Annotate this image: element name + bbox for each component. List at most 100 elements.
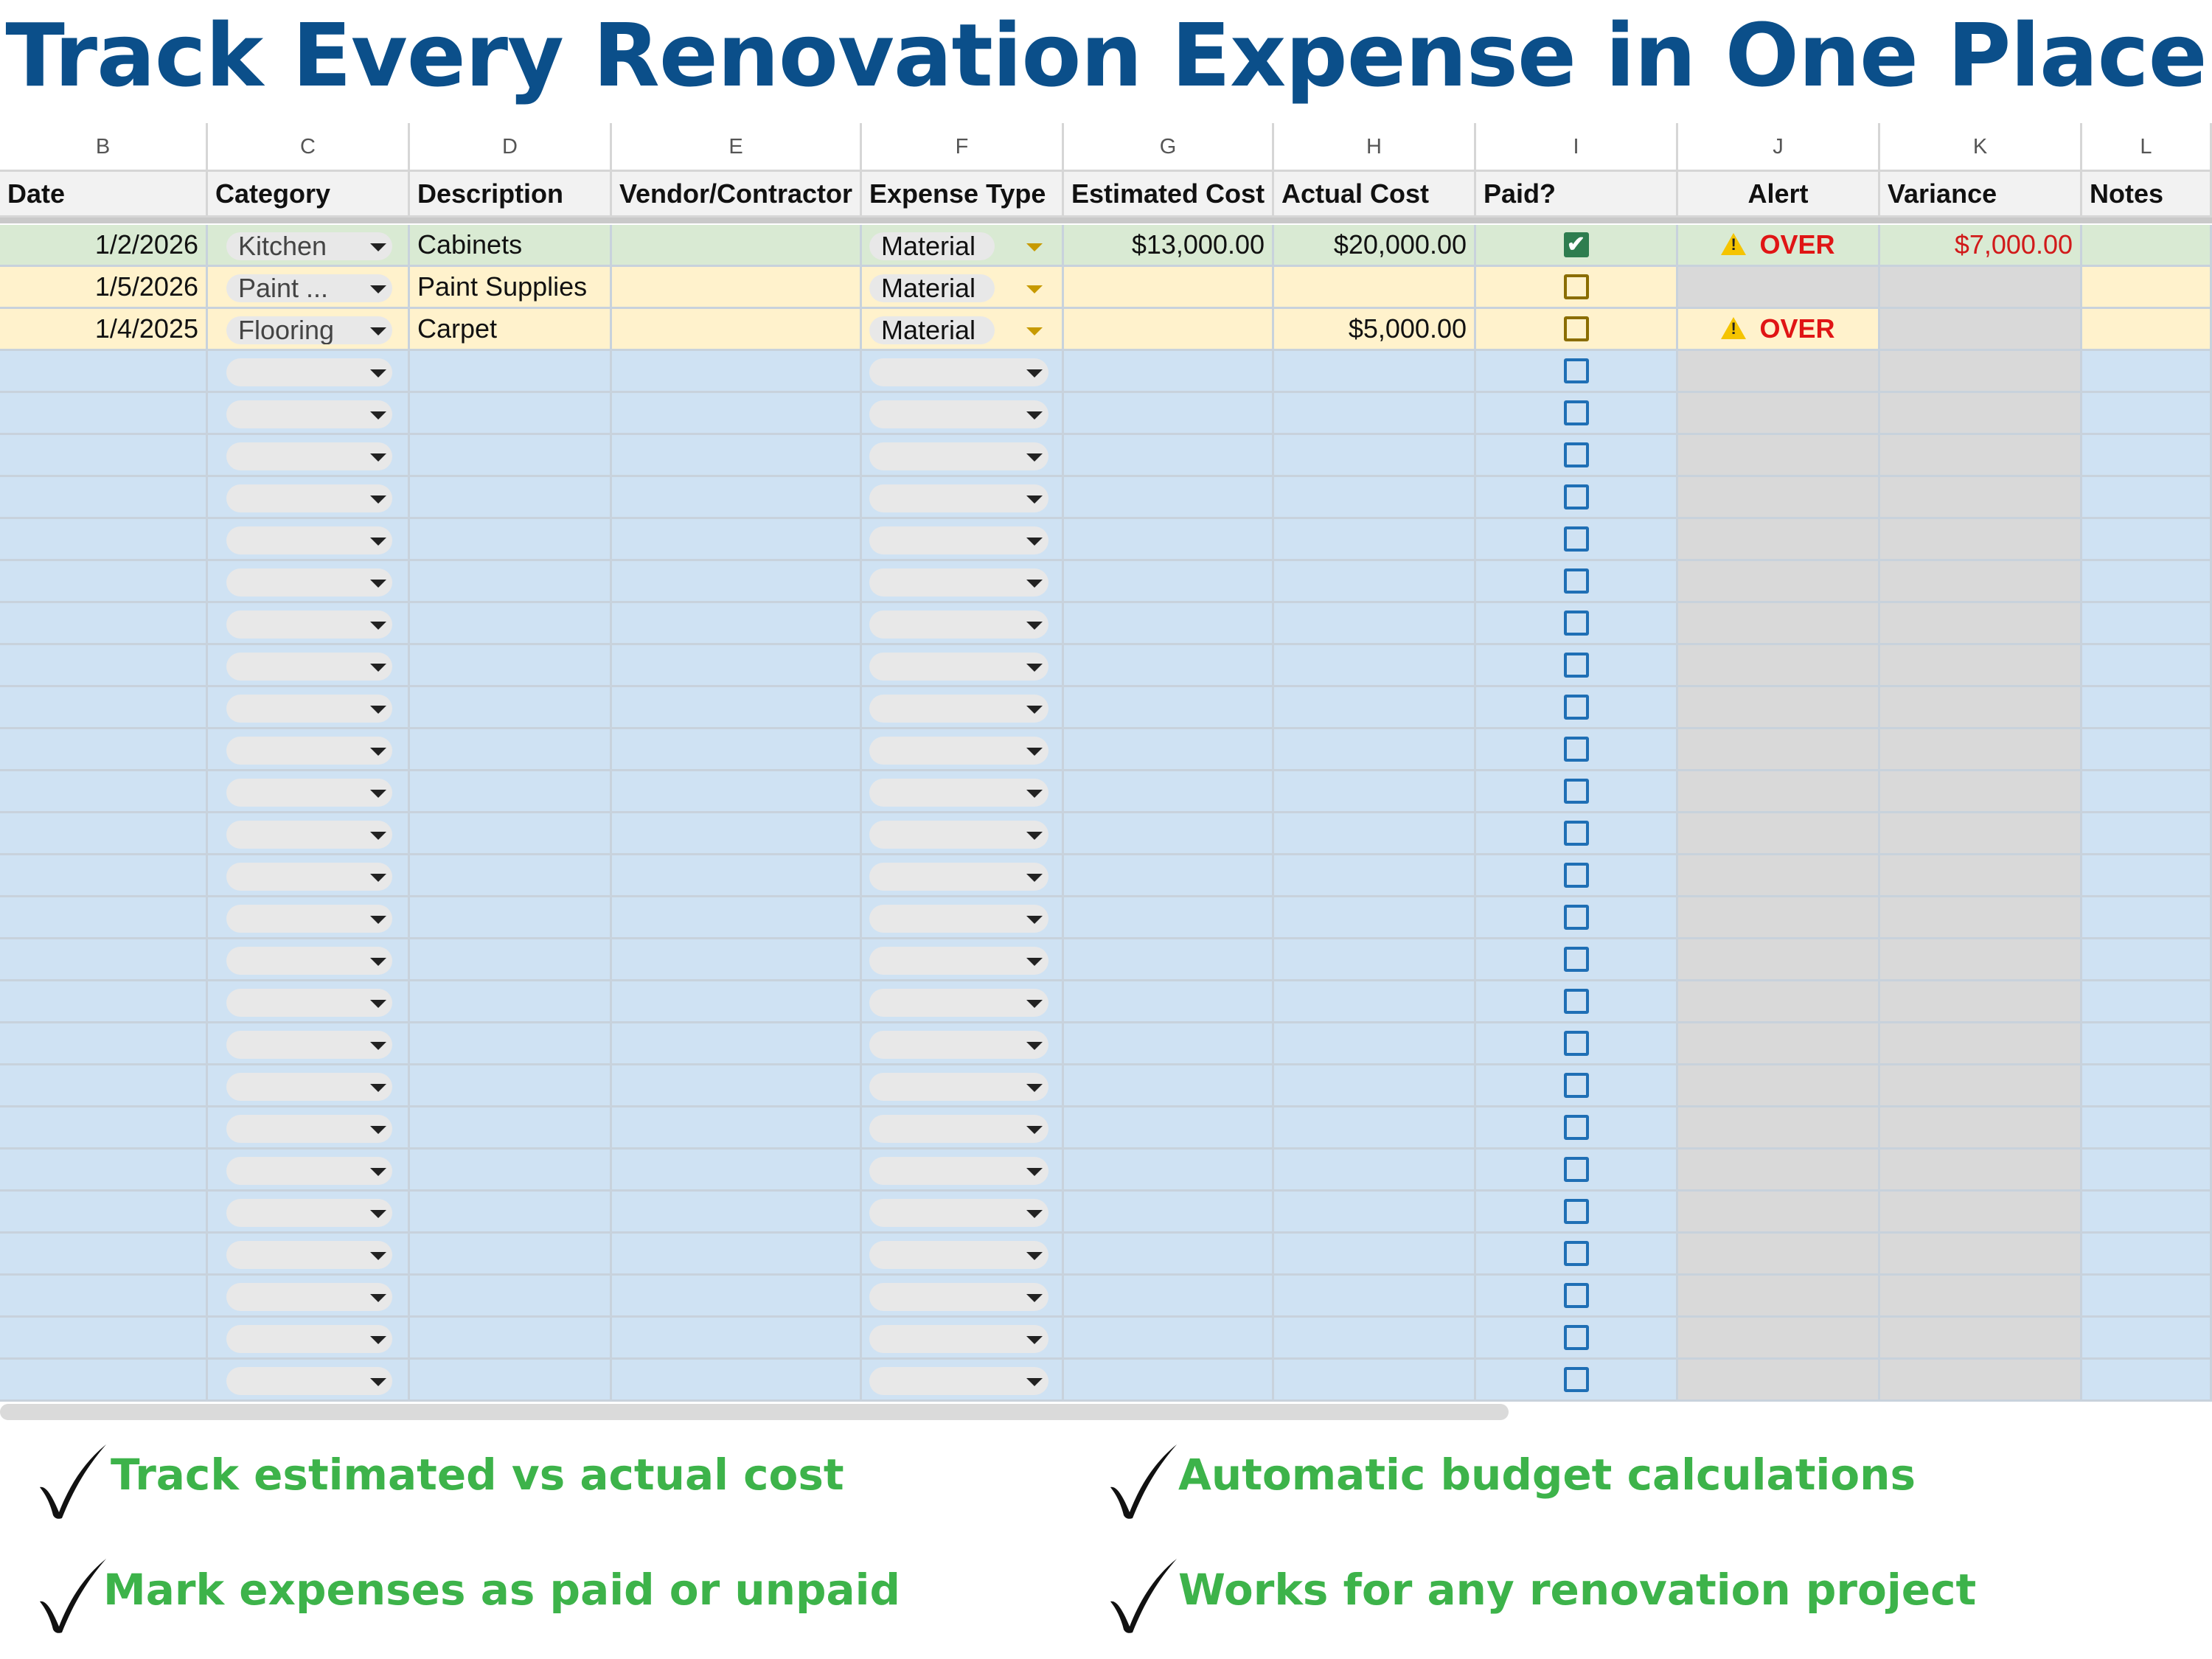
expense-type-dropdown[interactable] bbox=[869, 1031, 1048, 1059]
category-dropdown[interactable] bbox=[226, 905, 392, 933]
dropdown-caret-icon[interactable] bbox=[370, 453, 386, 462]
cell-alert[interactable] bbox=[1678, 267, 1880, 309]
expense-type-dropdown[interactable] bbox=[869, 653, 1048, 681]
dropdown-caret-icon[interactable] bbox=[1026, 1210, 1043, 1218]
cell-description[interactable] bbox=[410, 1065, 612, 1107]
dropdown-caret-icon[interactable] bbox=[1026, 411, 1043, 420]
cell-notes[interactable] bbox=[2082, 267, 2212, 309]
cell-estimated[interactable] bbox=[1064, 435, 1274, 477]
cell-notes[interactable] bbox=[2082, 561, 2212, 603]
cell-date[interactable]: 1/4/2025 bbox=[0, 309, 208, 351]
cell-variance[interactable] bbox=[1880, 1234, 2082, 1276]
cell-variance[interactable] bbox=[1880, 855, 2082, 897]
cell-expense-type[interactable]: Material bbox=[862, 267, 1064, 309]
cell-actual[interactable] bbox=[1274, 1276, 1476, 1318]
cell-estimated[interactable] bbox=[1064, 897, 1274, 939]
cell-paid[interactable] bbox=[1476, 813, 1678, 855]
cell-actual[interactable] bbox=[1274, 939, 1476, 981]
cell-category[interactable] bbox=[208, 351, 410, 393]
cell-variance[interactable] bbox=[1880, 939, 2082, 981]
category-dropdown[interactable]: Paint ... bbox=[226, 274, 392, 302]
dropdown-caret-icon[interactable] bbox=[1026, 832, 1043, 840]
cell-category[interactable]: Kitchen bbox=[208, 225, 410, 267]
cell-description[interactable] bbox=[410, 939, 612, 981]
column-letter-g[interactable]: G bbox=[1064, 123, 1274, 172]
column-letter-k[interactable]: K bbox=[1880, 123, 2082, 172]
cell-actual[interactable] bbox=[1274, 1065, 1476, 1107]
cell-vendor[interactable] bbox=[612, 225, 862, 267]
cell-notes[interactable] bbox=[2082, 729, 2212, 771]
cell-actual[interactable] bbox=[1274, 1192, 1476, 1234]
paid-checkbox[interactable] bbox=[1563, 1073, 1589, 1098]
cell-description[interactable] bbox=[410, 729, 612, 771]
cell-date[interactable] bbox=[0, 519, 208, 561]
column-letter-i[interactable]: I bbox=[1476, 123, 1678, 172]
cell-paid[interactable] bbox=[1476, 771, 1678, 813]
cell-notes[interactable] bbox=[2082, 645, 2212, 687]
cell-paid[interactable] bbox=[1476, 519, 1678, 561]
cell-notes[interactable] bbox=[2082, 981, 2212, 1023]
cell-notes[interactable] bbox=[2082, 309, 2212, 351]
cell-date[interactable] bbox=[0, 771, 208, 813]
cell-paid[interactable] bbox=[1476, 1234, 1678, 1276]
cell-alert[interactable] bbox=[1678, 393, 1880, 435]
cell-paid[interactable] bbox=[1476, 981, 1678, 1023]
dropdown-caret-icon[interactable] bbox=[1026, 243, 1043, 251]
cell-category[interactable] bbox=[208, 1065, 410, 1107]
cell-category[interactable]: Flooring bbox=[208, 309, 410, 351]
cell-actual[interactable] bbox=[1274, 687, 1476, 729]
cell-vendor[interactable] bbox=[612, 435, 862, 477]
cell-category[interactable] bbox=[208, 393, 410, 435]
cell-date[interactable]: 1/2/2026 bbox=[0, 225, 208, 267]
cell-category[interactable] bbox=[208, 1360, 410, 1402]
cell-vendor[interactable] bbox=[612, 1192, 862, 1234]
dropdown-caret-icon[interactable] bbox=[1026, 285, 1043, 293]
cell-notes[interactable] bbox=[2082, 1360, 2212, 1402]
cell-category[interactable] bbox=[208, 855, 410, 897]
cell-expense-type[interactable] bbox=[862, 813, 1064, 855]
cell-date[interactable] bbox=[0, 981, 208, 1023]
cell-date[interactable] bbox=[0, 729, 208, 771]
cell-description[interactable] bbox=[410, 561, 612, 603]
cell-description[interactable] bbox=[410, 351, 612, 393]
paid-checkbox[interactable] bbox=[1563, 611, 1589, 636]
dropdown-caret-icon[interactable] bbox=[370, 664, 386, 672]
dropdown-caret-icon[interactable] bbox=[370, 622, 386, 630]
cell-vendor[interactable] bbox=[612, 561, 862, 603]
cell-category[interactable] bbox=[208, 1192, 410, 1234]
cell-notes[interactable] bbox=[2082, 897, 2212, 939]
paid-checkbox[interactable] bbox=[1563, 1199, 1589, 1224]
dropdown-caret-icon[interactable] bbox=[370, 1378, 386, 1386]
cell-actual[interactable] bbox=[1274, 561, 1476, 603]
cell-variance[interactable] bbox=[1880, 519, 2082, 561]
category-dropdown[interactable] bbox=[226, 863, 392, 891]
dropdown-caret-icon[interactable] bbox=[370, 1252, 386, 1260]
cell-date[interactable] bbox=[0, 1234, 208, 1276]
cell-estimated[interactable] bbox=[1064, 1023, 1274, 1065]
cell-actual[interactable] bbox=[1274, 771, 1476, 813]
dropdown-caret-icon[interactable] bbox=[370, 369, 386, 378]
expense-type-dropdown[interactable]: Material bbox=[869, 274, 1048, 302]
cell-actual[interactable] bbox=[1274, 645, 1476, 687]
dropdown-caret-icon[interactable] bbox=[370, 748, 386, 756]
category-dropdown[interactable] bbox=[226, 1325, 392, 1353]
dropdown-caret-icon[interactable] bbox=[370, 285, 386, 293]
expense-type-dropdown[interactable] bbox=[869, 1115, 1048, 1143]
paid-checkbox[interactable] bbox=[1563, 821, 1589, 846]
column-letter-f[interactable]: F bbox=[862, 123, 1064, 172]
cell-vendor[interactable] bbox=[612, 1023, 862, 1065]
cell-vendor[interactable] bbox=[612, 519, 862, 561]
cell-description[interactable] bbox=[410, 603, 612, 645]
cell-estimated[interactable] bbox=[1064, 981, 1274, 1023]
cell-actual[interactable] bbox=[1274, 729, 1476, 771]
dropdown-caret-icon[interactable] bbox=[1026, 916, 1043, 924]
cell-expense-type[interactable] bbox=[862, 1234, 1064, 1276]
dropdown-caret-icon[interactable] bbox=[1026, 664, 1043, 672]
expense-type-dropdown[interactable] bbox=[869, 1283, 1048, 1311]
cell-actual[interactable] bbox=[1274, 519, 1476, 561]
expense-type-dropdown[interactable] bbox=[869, 1073, 1048, 1101]
cell-actual[interactable] bbox=[1274, 813, 1476, 855]
cell-description[interactable] bbox=[410, 981, 612, 1023]
cell-category[interactable] bbox=[208, 1318, 410, 1360]
cell-paid[interactable] bbox=[1476, 1318, 1678, 1360]
